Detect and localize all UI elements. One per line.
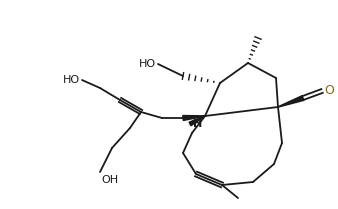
Text: O: O bbox=[324, 84, 334, 98]
Text: H: H bbox=[193, 119, 202, 129]
Text: HO: HO bbox=[139, 59, 156, 69]
Polygon shape bbox=[278, 96, 304, 107]
Text: HO: HO bbox=[63, 75, 80, 85]
Polygon shape bbox=[183, 116, 205, 121]
Text: OH: OH bbox=[101, 175, 118, 185]
Polygon shape bbox=[189, 116, 205, 126]
